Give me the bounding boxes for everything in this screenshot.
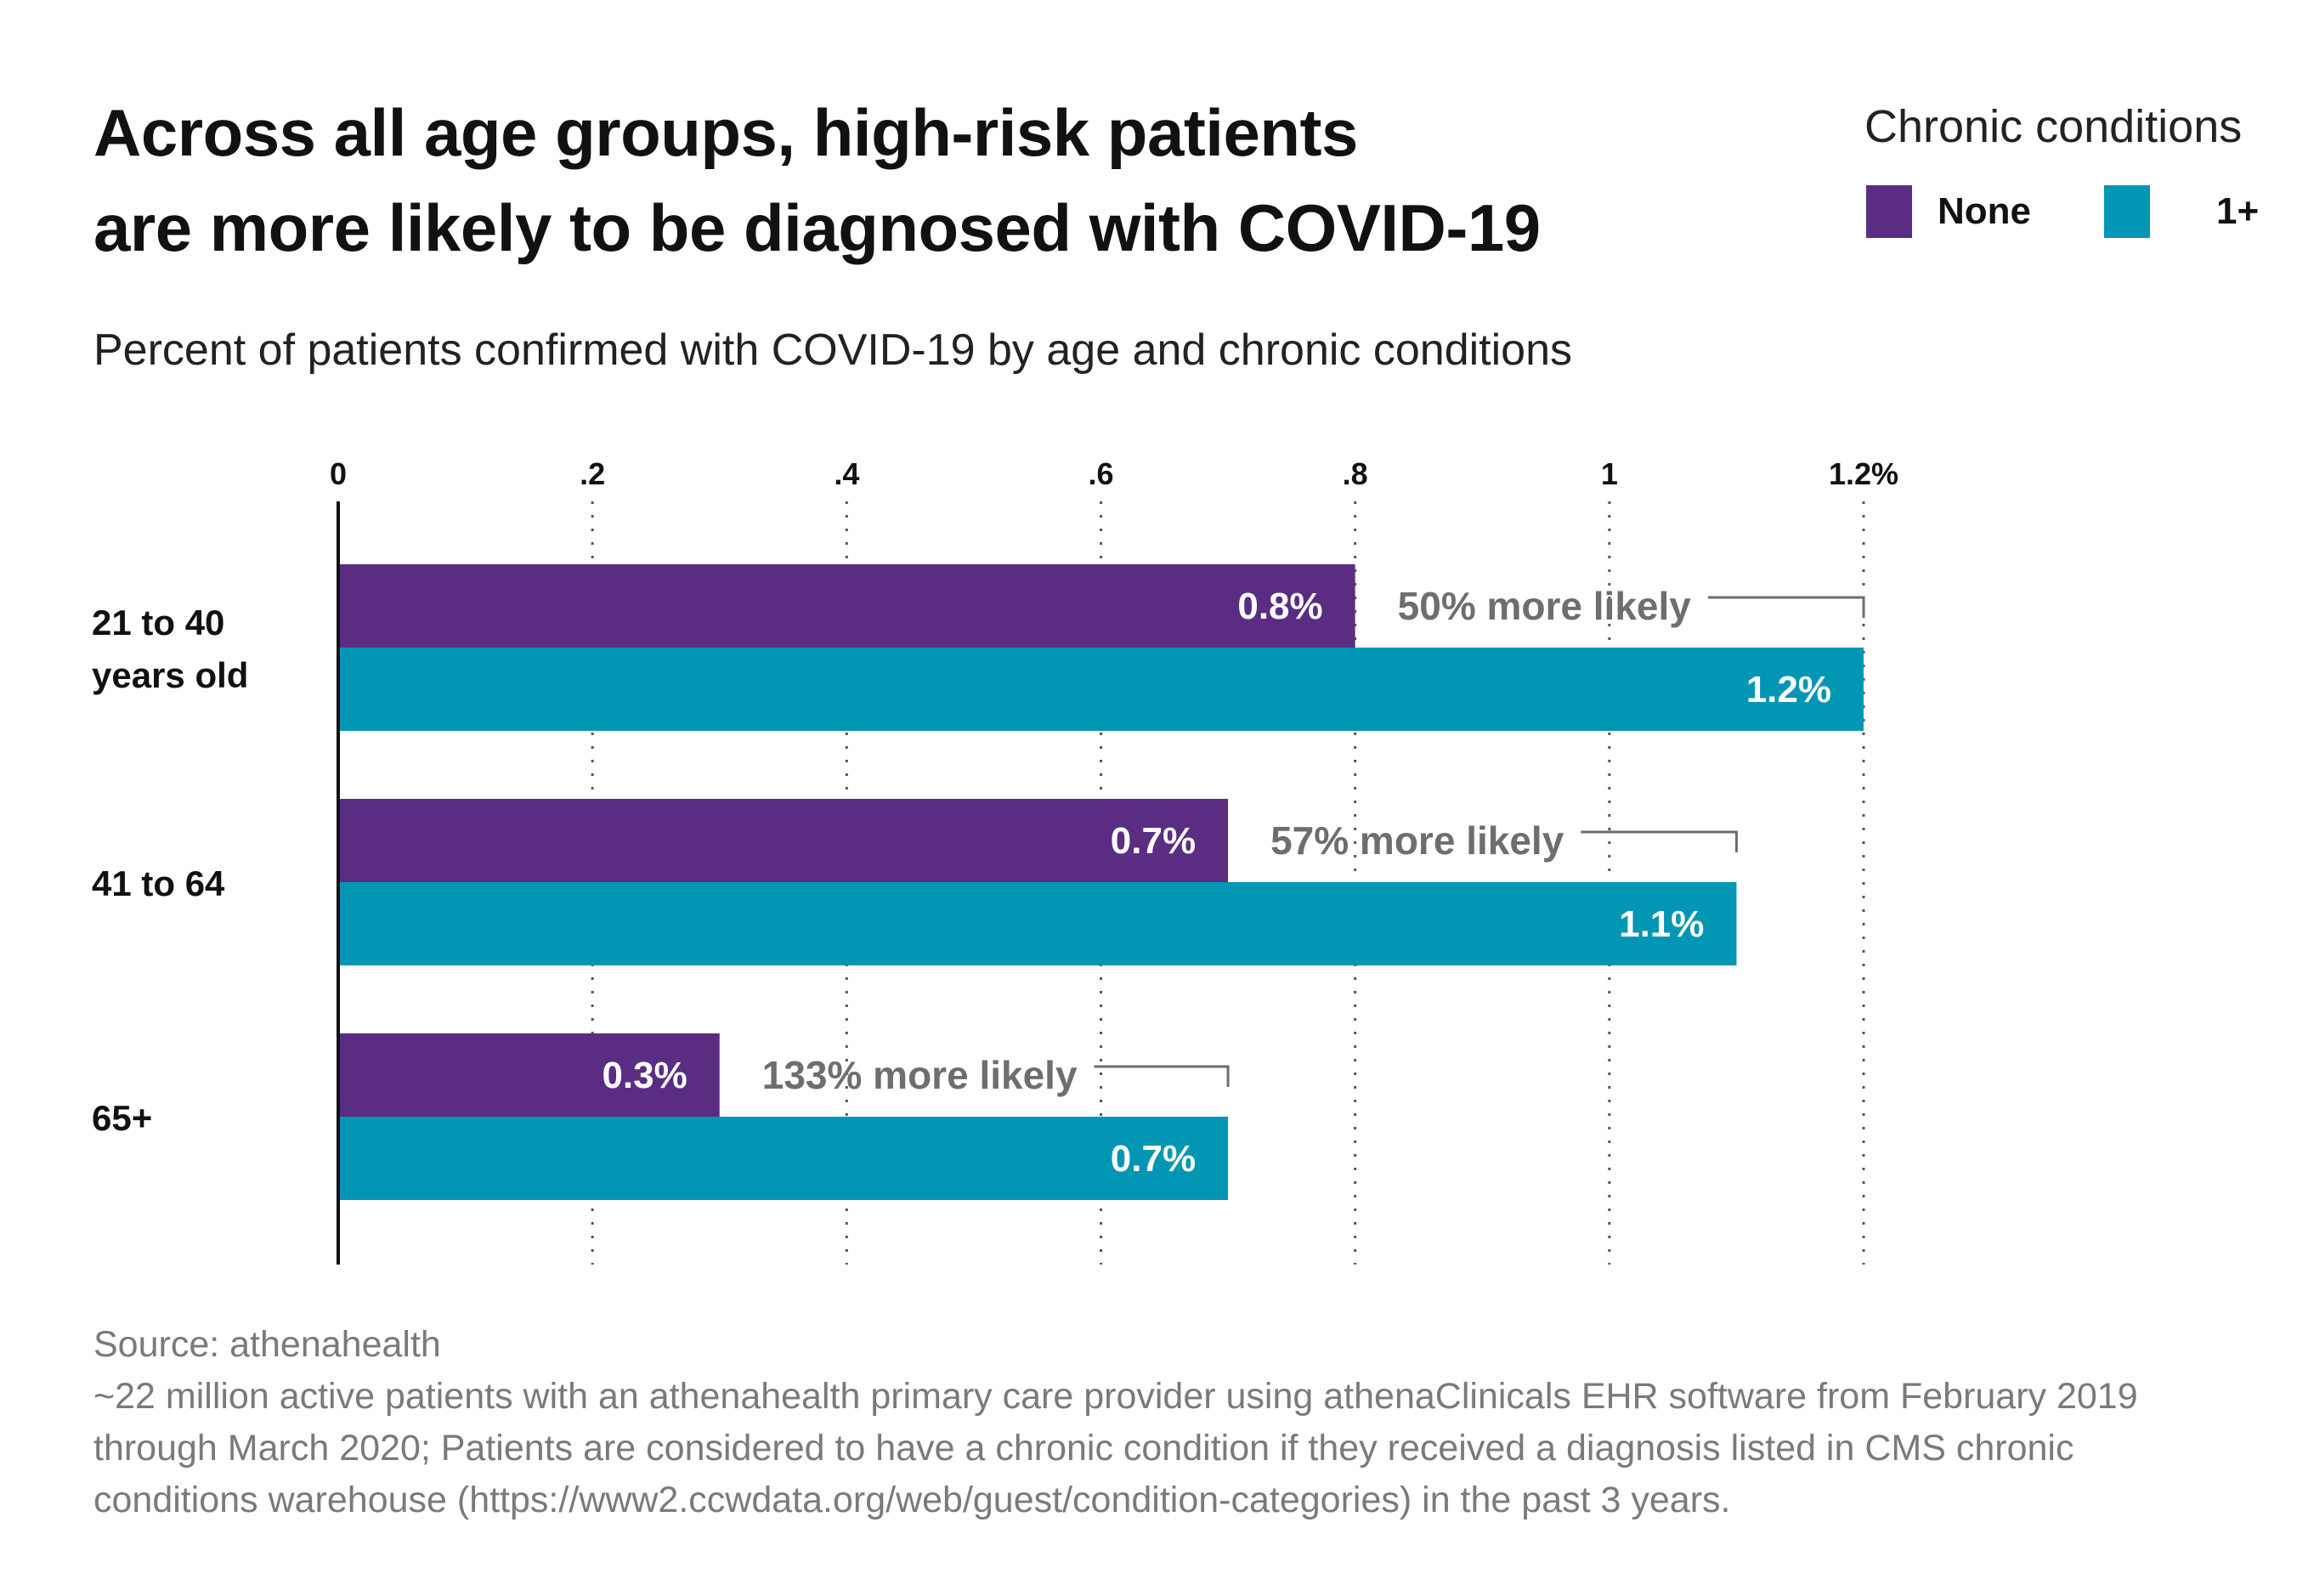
source-line-1: Source: athenahealth (93, 1324, 441, 1365)
x-tick-label-2: .4 (834, 456, 859, 491)
source-line-2: ~22 million active patients with an athe… (93, 1376, 2138, 1417)
x-tick-label-3: .6 (1088, 456, 1113, 491)
chart-title-line-1: Across all age groups, high-risk patient… (93, 95, 1358, 170)
legend-title: Chronic conditions (1864, 101, 2243, 152)
data-label-one-plus-1: 1.1% (1619, 903, 1704, 945)
category-label-0: 21 to 40 years old (92, 603, 248, 695)
source-line-4: conditions warehouse (https://www2.ccwda… (93, 1480, 1731, 1520)
legend-item-none: None (1866, 185, 2031, 238)
source-note: Source: athenahealth ~22 million active … (93, 1319, 2218, 1526)
legend-label-none: None (1938, 190, 2031, 232)
bar-chart: 0 .2 .4 .6 .8 1 1.2% 0.8% 0.7% 0.3% 1.2% 1.1% 0.7% 50… (92, 456, 1898, 1265)
data-label-none-1: 0.7% (1111, 820, 1196, 862)
data-label-one-plus-2: 0.7% (1111, 1138, 1196, 1180)
data-label-none-2: 0.3% (602, 1055, 687, 1096)
data-label-none-0: 0.8% (1237, 586, 1322, 627)
x-tick-label-4: .8 (1343, 456, 1368, 491)
annotation-label-1: 57% more likely (1270, 818, 1564, 863)
annotation-label-0: 50% more likely (1398, 584, 1692, 628)
chart-title-line-2: are more likely to be diagnosed with COV… (93, 190, 1541, 265)
annotation-bracket-1 (1581, 830, 1738, 852)
category-label-1: 41 to 64 (92, 863, 225, 903)
bar-one-plus-1 (338, 882, 1737, 965)
bar-none-0 (338, 564, 1355, 648)
x-tick-label-0: 0 (330, 456, 347, 491)
annotation-bracket-0 (1707, 596, 1865, 618)
annotation-label-2: 133% more likely (762, 1053, 1078, 1097)
source-line-3: through March 2020; Patients are conside… (93, 1428, 2074, 1469)
legend-item-one-plus: 1+ (2104, 185, 2259, 238)
legend-swatch-none (1866, 185, 1912, 238)
legend-label-one-plus: 1+ (2216, 190, 2260, 232)
x-tick-label-5: 1 (1601, 456, 1618, 491)
data-label-one-plus-0: 1.2% (1746, 669, 1831, 710)
x-tick-label-1: .2 (580, 456, 605, 491)
chart-subtitle: Percent of patients confirmed with COVID… (93, 325, 1573, 375)
bar-none-1 (338, 799, 1229, 882)
x-tick-label-6: 1.2% (1829, 456, 1898, 491)
category-label-2: 65+ (92, 1098, 152, 1138)
chart-title: Across all age groups, high-risk patient… (93, 85, 1708, 275)
bar-one-plus-2 (338, 1117, 1229, 1200)
bar-none-2 (338, 1033, 720, 1117)
annotation-bracket-2 (1094, 1065, 1230, 1087)
bar-one-plus-0 (338, 648, 1864, 731)
legend-swatch-one-plus (2104, 185, 2150, 238)
